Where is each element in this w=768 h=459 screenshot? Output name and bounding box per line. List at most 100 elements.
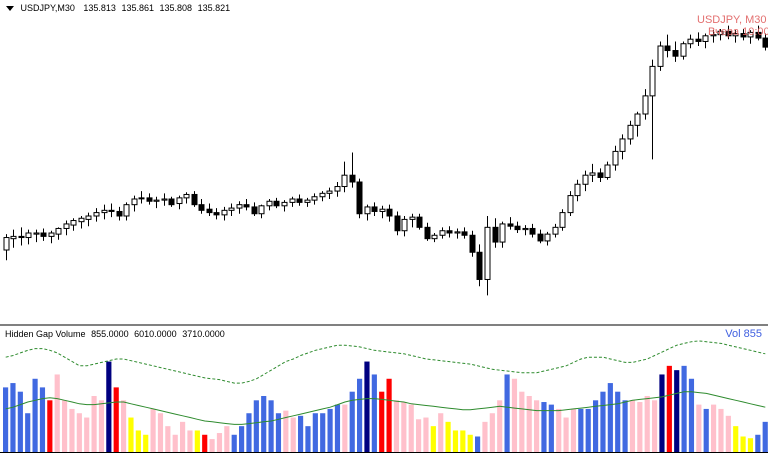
volume-bar [128, 417, 134, 452]
symbol-label: USDJPY,M30 [20, 3, 75, 13]
volume-bar [570, 408, 577, 452]
volume-bar [718, 408, 724, 452]
volume-bar [25, 413, 31, 452]
candle-body [176, 197, 183, 205]
candle-body [476, 251, 483, 280]
candle-body [461, 231, 468, 236]
candle [702, 33, 709, 49]
price-header: USDJPY,M30 135.813 135.861 135.808 135.8… [6, 3, 230, 13]
candle-body [762, 37, 768, 48]
candle [63, 220, 70, 236]
candle [364, 204, 371, 221]
candle [461, 227, 468, 239]
candle-body [326, 190, 333, 194]
volume-bar [231, 434, 237, 452]
candle [78, 216, 85, 229]
candle [236, 201, 243, 214]
candle-body [552, 226, 559, 235]
candle-body [379, 208, 386, 212]
candle [424, 222, 431, 241]
price-chart-panel[interactable]: USDJPY,M30 135.813 135.861 135.808 135.8… [0, 0, 768, 324]
candle-body [710, 34, 717, 37]
volume-bar [637, 402, 643, 452]
candle [695, 32, 702, 46]
candle [251, 202, 258, 216]
volume-bar [143, 434, 149, 452]
candle [507, 217, 514, 230]
candle-body [161, 198, 168, 201]
volume-bar [467, 434, 473, 452]
panel-divider[interactable] [0, 324, 768, 326]
candle-body [273, 200, 280, 207]
volume-bar [607, 383, 613, 452]
candle-body [469, 234, 476, 253]
volume-chart-svg[interactable] [0, 326, 768, 452]
candle-body [747, 31, 754, 38]
price-chart-svg[interactable] [0, 0, 768, 324]
volume-bar [98, 400, 105, 452]
volume-bar [556, 408, 562, 452]
candle [206, 203, 213, 216]
candle-body [334, 186, 341, 192]
volume-bar [460, 430, 466, 452]
candle-body [740, 33, 747, 38]
volume-bar [652, 400, 658, 452]
candle [582, 170, 589, 192]
candle [55, 227, 62, 240]
candle [499, 221, 506, 248]
candle [341, 161, 348, 193]
volume-bar [593, 400, 599, 452]
candle [25, 229, 32, 245]
candle-body [672, 50, 679, 57]
volume-bar [511, 378, 518, 452]
candle [334, 182, 341, 197]
volume-bar [452, 430, 459, 452]
volume-panel[interactable]: Hidden Gap Volume 855.0000 6010.0000 371… [0, 326, 768, 452]
volume-bar [504, 374, 510, 452]
volume-bar [578, 408, 584, 452]
high-value: 135.861 [121, 3, 154, 13]
volume-label: Vol 855 [725, 328, 762, 340]
candle [574, 179, 581, 202]
candle-body [206, 208, 213, 214]
dropdown-triangle-icon[interactable] [6, 6, 14, 12]
candle-body [146, 197, 153, 202]
volume-bar [298, 415, 304, 452]
volume-bar [224, 426, 230, 452]
candle [311, 193, 318, 205]
candle [319, 191, 326, 202]
volume-bar [305, 426, 311, 452]
candle-body [416, 216, 423, 228]
volume-bar [393, 400, 400, 452]
candle [48, 230, 55, 244]
volume-bar [54, 374, 60, 452]
candle [522, 225, 529, 236]
candle [289, 196, 296, 207]
candle [266, 199, 273, 211]
candle-body [612, 150, 619, 166]
candle-body [183, 193, 190, 199]
candle [108, 203, 115, 218]
watermark-symbol: USDJPY, M30 [697, 14, 767, 26]
candle-body [191, 193, 198, 206]
candle-body [123, 204, 130, 217]
candle [717, 29, 724, 41]
candle [634, 111, 641, 137]
volume-bar [762, 421, 768, 452]
candle-body [522, 227, 529, 231]
candle [176, 195, 183, 210]
volume-header: Hidden Gap Volume 855.0000 6010.0000 371… [5, 329, 225, 339]
candle [439, 227, 446, 239]
candle-body [108, 209, 115, 212]
volume-bar [519, 391, 525, 452]
candle [70, 218, 77, 231]
candle [273, 197, 280, 209]
volume-bar [548, 404, 554, 452]
candle [725, 25, 732, 40]
volume-bar [47, 400, 53, 452]
volume-bar [121, 400, 127, 452]
volume-bar [371, 374, 377, 452]
candle [153, 196, 160, 209]
volume-bar [209, 439, 215, 452]
volume-bar [711, 404, 717, 452]
